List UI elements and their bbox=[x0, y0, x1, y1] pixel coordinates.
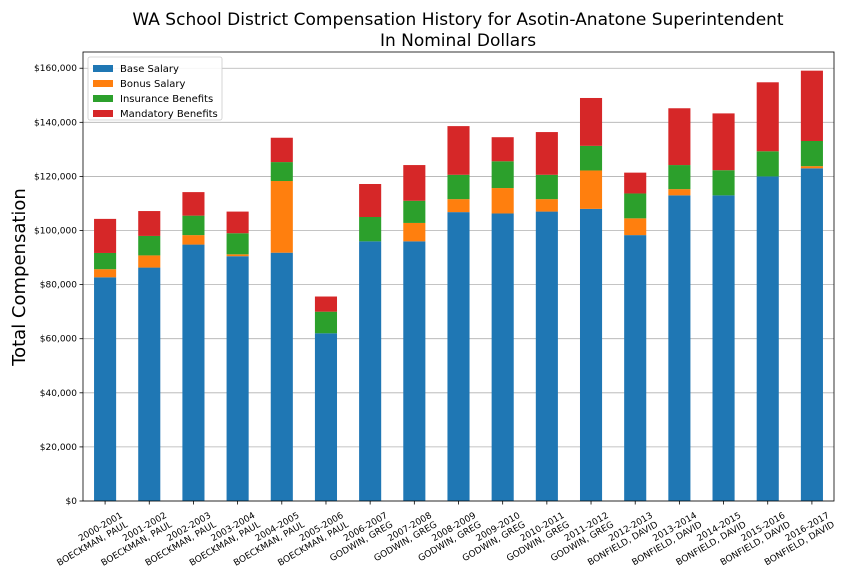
bar-segment-mandatory-benefits bbox=[403, 165, 426, 201]
bar-segment-mandatory-benefits bbox=[756, 82, 779, 152]
bar-segment-insurance-benefits bbox=[800, 140, 823, 167]
bar-segment-mandatory-benefits bbox=[447, 126, 470, 175]
bar-segment-insurance-benefits bbox=[226, 233, 249, 255]
bar-segment-bonus-salary bbox=[94, 269, 117, 278]
bar-segment-insurance-benefits bbox=[535, 174, 558, 200]
y-tick-label: $100,000 bbox=[34, 227, 77, 237]
bar-segment-base-salary bbox=[579, 208, 603, 501]
bar-segment-mandatory-benefits bbox=[535, 132, 558, 175]
x-tick-labels: 2000-2001BOECKMAN, PAUL2001-2002BOECKMAN… bbox=[56, 511, 837, 569]
y-tick-label: $20,000 bbox=[40, 443, 77, 453]
bar-segment-insurance-benefits bbox=[668, 165, 691, 190]
bar-segment-base-salary bbox=[403, 241, 426, 502]
bar-segment-mandatory-benefits bbox=[668, 108, 691, 166]
bar-segment-mandatory-benefits bbox=[94, 218, 117, 253]
bar-segment-bonus-salary bbox=[579, 170, 603, 209]
chart-title: WA School District Compensation History … bbox=[132, 10, 784, 30]
legend-swatch bbox=[93, 95, 113, 102]
bar-segment-insurance-benefits bbox=[138, 235, 161, 256]
y-tick-label: $160,000 bbox=[34, 64, 77, 74]
legend-frame bbox=[87, 56, 223, 121]
bar-segment-base-salary bbox=[800, 168, 823, 501]
bar-segment-bonus-salary bbox=[535, 199, 558, 212]
bars bbox=[94, 70, 823, 502]
bar-segment-mandatory-benefits bbox=[138, 211, 161, 236]
bar-segment-insurance-benefits bbox=[756, 151, 779, 177]
chart-subtitle: In Nominal Dollars bbox=[380, 31, 536, 51]
bar-segment-insurance-benefits bbox=[94, 252, 117, 270]
legend-label: Base Salary bbox=[120, 64, 179, 75]
bar-segment-insurance-benefits bbox=[624, 193, 647, 219]
legend: Base Salary Bonus Salary Insurance Benefit… bbox=[87, 56, 223, 121]
y-tick-label: $0 bbox=[66, 497, 78, 507]
y-tick-label: $60,000 bbox=[40, 335, 77, 345]
bar-segment-insurance-benefits bbox=[579, 145, 603, 171]
bar-segment-mandatory-benefits bbox=[712, 113, 735, 171]
bar-segment-mandatory-benefits bbox=[491, 137, 514, 162]
bar-segment-base-salary bbox=[491, 213, 514, 501]
bar-segment-base-salary bbox=[314, 333, 338, 501]
bar-segment-insurance-benefits bbox=[270, 162, 293, 182]
y-tick-label: $120,000 bbox=[34, 172, 77, 182]
bar-segment-mandatory-benefits bbox=[624, 172, 647, 194]
bar-segment-base-salary bbox=[359, 241, 382, 502]
bar-segment-base-salary bbox=[138, 267, 161, 501]
bar-segment-base-salary bbox=[756, 176, 779, 501]
bar-segment-base-salary bbox=[535, 211, 558, 501]
bar-segment-mandatory-benefits bbox=[579, 97, 603, 146]
bar-segment-mandatory-benefits bbox=[270, 137, 293, 163]
bar-segment-bonus-salary bbox=[403, 222, 426, 242]
bar-segment-mandatory-benefits bbox=[800, 70, 823, 141]
y-tick-label: $40,000 bbox=[40, 389, 77, 399]
bar-segment-base-salary bbox=[668, 195, 691, 502]
legend-label: Insurance Benefits bbox=[120, 94, 213, 105]
legend-label: Bonus Salary bbox=[120, 79, 186, 90]
bar-segment-insurance-benefits bbox=[359, 216, 382, 242]
bar-segment-bonus-salary bbox=[624, 218, 647, 236]
bar-segment-insurance-benefits bbox=[182, 215, 205, 236]
bar-segment-bonus-salary bbox=[491, 188, 514, 214]
bar-segment-base-salary bbox=[712, 195, 735, 502]
bar-segment-bonus-salary bbox=[800, 166, 823, 169]
y-tick-label: $80,000 bbox=[40, 281, 77, 291]
bar-segment-insurance-benefits bbox=[314, 311, 338, 334]
bar-segment-insurance-benefits bbox=[403, 200, 426, 223]
bar-segment-mandatory-benefits bbox=[182, 192, 205, 216]
bar-segment-base-salary bbox=[624, 235, 647, 501]
bar-segment-insurance-benefits bbox=[447, 174, 470, 200]
bar-segment-base-salary bbox=[447, 212, 470, 501]
bar-segment-base-salary bbox=[182, 244, 205, 501]
y-tick-label: $140,000 bbox=[34, 118, 77, 128]
bar-segment-base-salary bbox=[94, 277, 117, 501]
bar-segment-mandatory-benefits bbox=[314, 296, 338, 312]
y-axis-label: Total Compensation bbox=[9, 188, 30, 367]
y-tick-labels: $0 $20,000 $40,000 $60,000 $80,000 $100,000 $1… bbox=[34, 64, 77, 507]
legend-swatch bbox=[93, 65, 113, 72]
bar-segment-insurance-benefits bbox=[491, 161, 514, 189]
bar-segment-bonus-salary bbox=[138, 255, 161, 268]
bar-segment-bonus-salary bbox=[226, 254, 249, 257]
bar-segment-mandatory-benefits bbox=[359, 183, 382, 217]
legend-swatch bbox=[93, 80, 113, 87]
axes bbox=[79, 51, 835, 505]
legend-swatch bbox=[93, 110, 113, 117]
bar-segment-bonus-salary bbox=[182, 235, 205, 245]
bar-segment-mandatory-benefits bbox=[226, 211, 249, 234]
bar-segment-bonus-salary bbox=[270, 181, 293, 253]
bar-segment-base-salary bbox=[226, 256, 249, 501]
bar-segment-bonus-salary bbox=[668, 189, 691, 196]
legend-label: Mandatory Benefits bbox=[120, 109, 218, 120]
bar-segment-bonus-salary bbox=[447, 199, 470, 213]
bar-segment-insurance-benefits bbox=[712, 170, 735, 196]
bar-segment-base-salary bbox=[270, 252, 293, 501]
